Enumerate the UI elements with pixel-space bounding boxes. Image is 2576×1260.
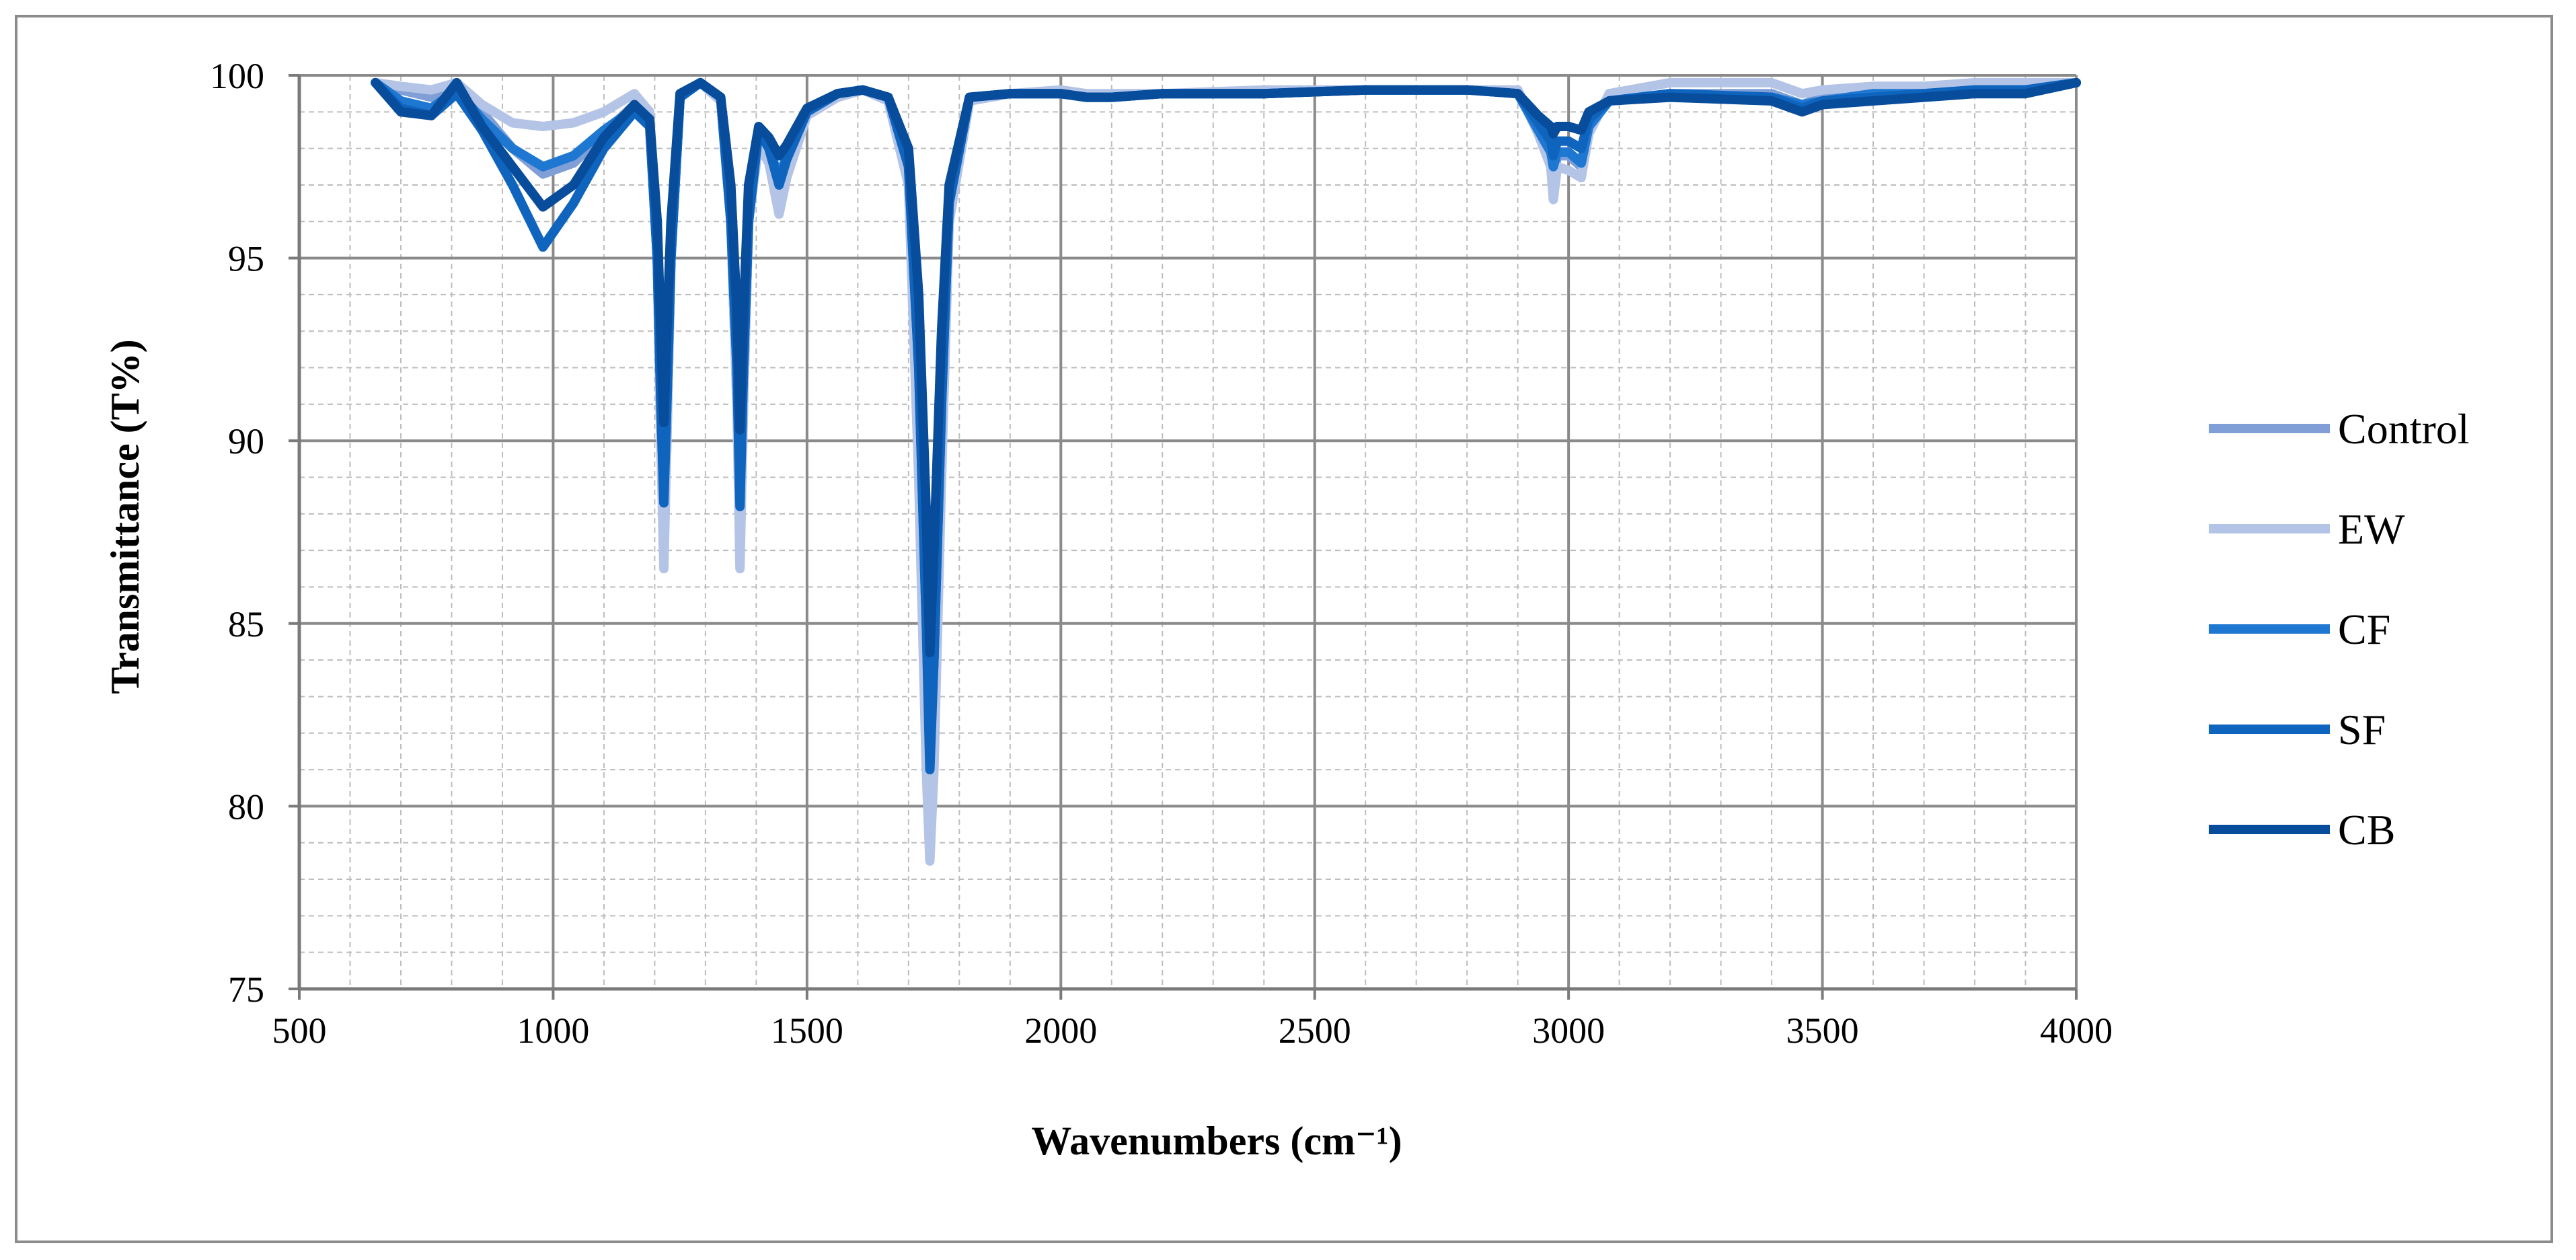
x-tick-label: 1500	[771, 1010, 843, 1051]
legend-label-control: Control	[2338, 405, 2470, 453]
series-line-cb	[371, 77, 2081, 658]
legend-label-sf: SF	[2338, 706, 2386, 753]
y-tick-label: 100	[210, 56, 264, 96]
y-tick-label: 90	[228, 421, 264, 461]
x-tick-label: 2500	[1279, 1010, 1351, 1051]
y-tick-label: 80	[228, 786, 264, 827]
legend-label-ew: EW	[2338, 505, 2405, 553]
ftir-line-chart: 500 1000 1500 2000 2500 3000 3500 4000 75 80 85 90…	[103, 56, 2470, 1163]
chart-frame: 500 1000 1500 2000 2500 3000 3500 4000 75 80 85 90…	[15, 15, 2553, 1243]
axes	[289, 74, 2078, 1000]
x-tick-label: 1000	[517, 1010, 589, 1051]
x-tick-labels: 500 1000 1500 2000 2500 3000 3500 4000	[272, 1010, 2113, 1051]
legend-label-cf: CF	[2338, 605, 2390, 653]
legend: Control EW CF SF CB	[2209, 405, 2470, 854]
y-tick-label: 95	[228, 239, 264, 279]
y-tick-label: 75	[228, 969, 264, 1010]
y-tick-label: 85	[228, 604, 264, 644]
y-tick-labels: 75 80 85 90 95 100	[210, 56, 264, 1010]
legend-label-cb: CB	[2338, 806, 2395, 854]
x-tick-label: 500	[272, 1010, 327, 1051]
series-layer	[371, 77, 2081, 866]
x-tick-label: 3500	[1786, 1010, 1859, 1051]
x-tick-label: 3000	[1532, 1010, 1605, 1051]
y-axis-title: Transmittance (T%)	[103, 339, 147, 694]
x-tick-label: 4000	[2040, 1010, 2113, 1051]
x-axis-title: Wavenumbers (cm⁻¹)	[1031, 1119, 1402, 1163]
x-tick-label: 2000	[1024, 1010, 1097, 1051]
